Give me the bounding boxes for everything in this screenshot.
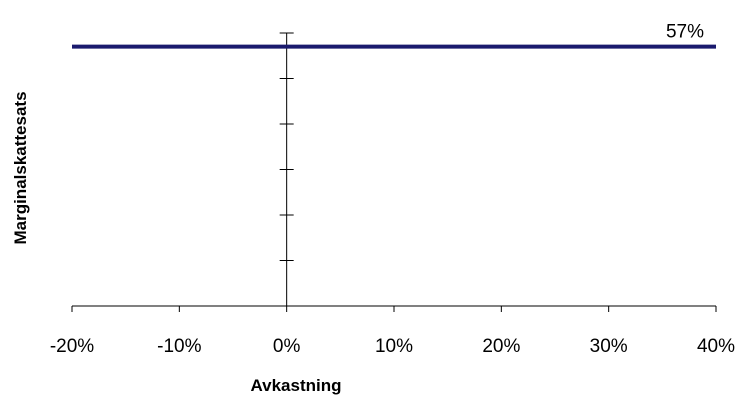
x-axis-title: Avkastning [250,376,341,395]
x-tick-label: 20% [482,336,520,357]
x-tick-label: 10% [375,336,413,357]
x-tick-label: -10% [157,336,201,357]
x-tick-label: -20% [50,336,94,357]
x-tick-label: 0% [273,336,301,357]
axes-layer [71,32,717,312]
x-tick-label: 40% [697,336,735,357]
data-label: 57% [666,22,704,43]
labels-layer: -20% -10% 0% 10% 20% 30% 40% 57% [50,22,735,357]
x-tick-label: 30% [590,336,628,357]
y-axis-title: Marginalskattesats [11,91,30,244]
